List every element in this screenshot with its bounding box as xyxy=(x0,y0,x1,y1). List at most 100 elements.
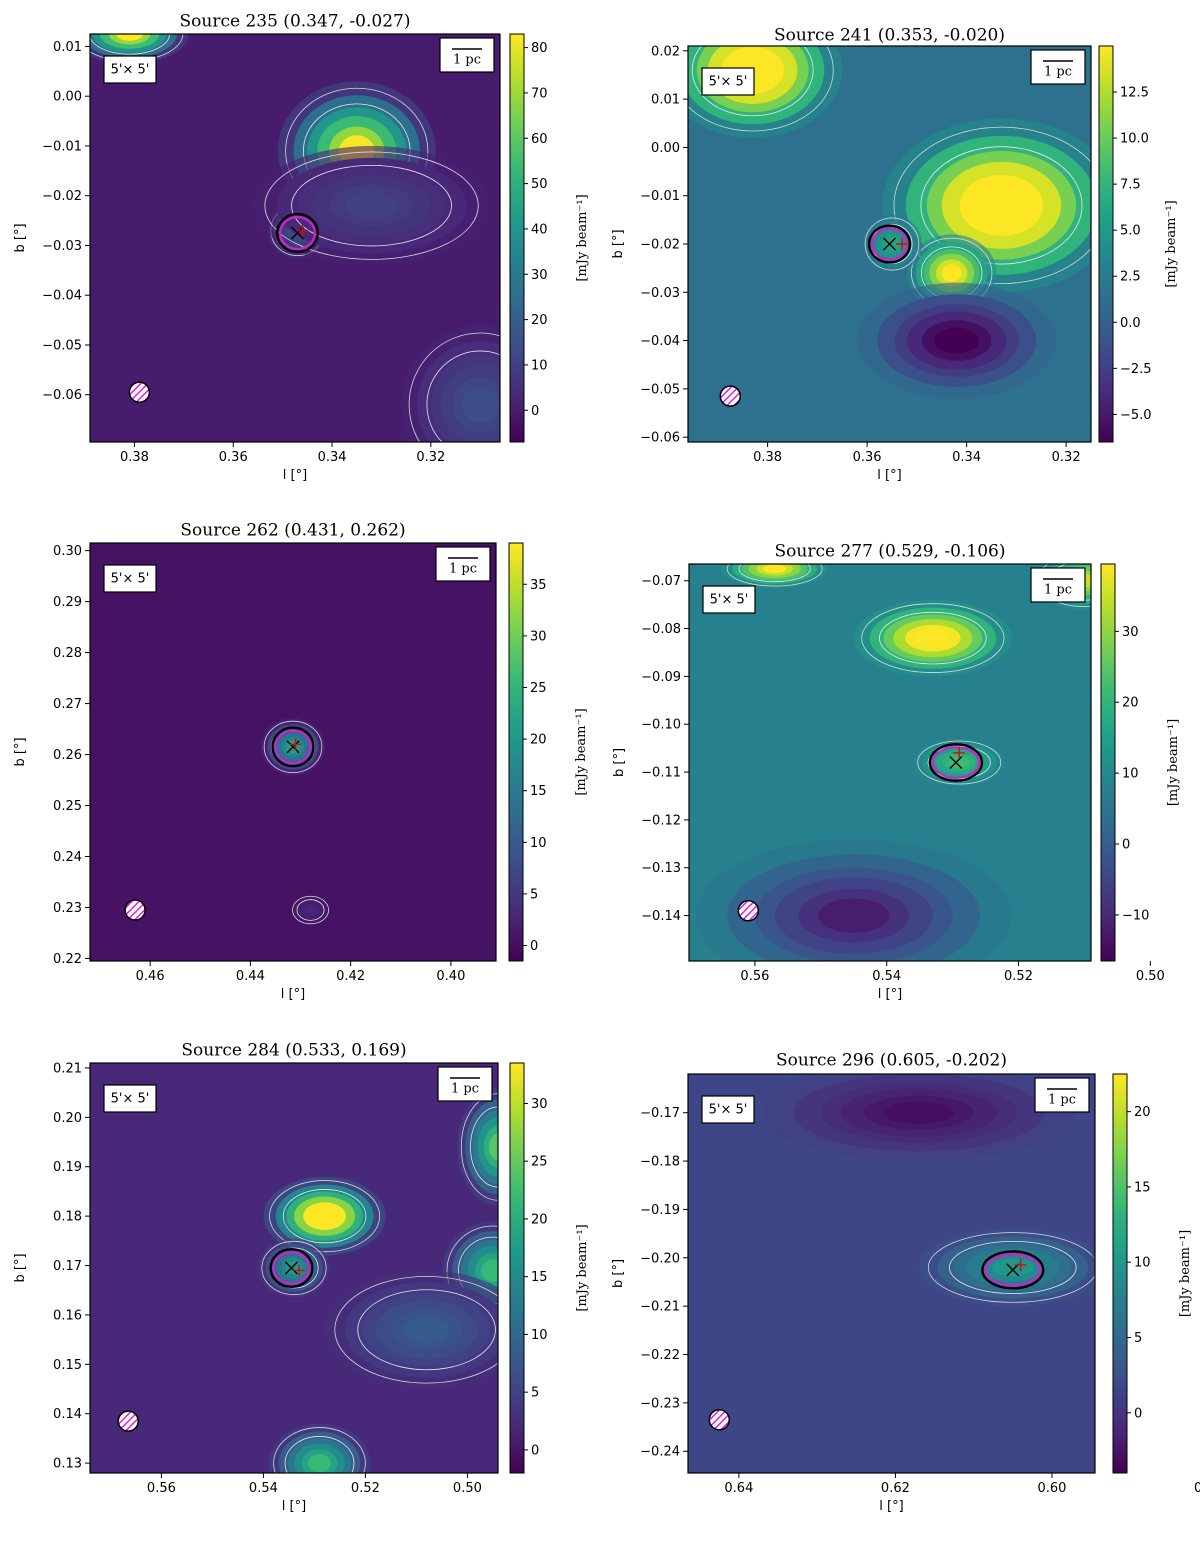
emission-layer xyxy=(260,718,331,926)
contour-line xyxy=(861,603,1005,673)
x-tick-label: 0.38 xyxy=(120,450,149,465)
contour-line xyxy=(726,564,823,587)
contour-line xyxy=(927,1232,1095,1303)
x-tick-label: 0.50 xyxy=(1136,969,1165,984)
axes-frame xyxy=(89,1062,499,1474)
y-tick-label: 0.28 xyxy=(53,646,82,661)
heatmap-panel: Source 296 (0.605, -0.202) 5'× 5' 1 pc 0.64… xyxy=(611,1051,1200,1515)
scalebar-label: 1 pc xyxy=(1044,583,1072,598)
y-tick-label: 0.13 xyxy=(53,1457,82,1472)
y-tick-label: −0.18 xyxy=(640,1155,680,1170)
emission-level xyxy=(306,906,316,914)
colorbar-tick-label: 40 xyxy=(531,222,548,237)
size-label: 5'× 5' xyxy=(709,75,748,90)
y-tick-label: −0.05 xyxy=(42,338,82,353)
colorbar: 0 5 10 15 20 25 30 35 [mJy beam⁻¹] xyxy=(508,542,589,962)
x-tick-label: 0.54 xyxy=(249,1481,278,1496)
colorbar-tick-label: 50 xyxy=(531,177,548,192)
colorbar-tick-label: 2.5 xyxy=(1120,270,1141,285)
emission-level xyxy=(934,327,980,354)
peak-plus-marker xyxy=(1014,1259,1027,1272)
source-x-marker xyxy=(949,756,963,769)
x-axis-label: l [°] xyxy=(282,1499,306,1514)
size-label: 5'× 5' xyxy=(111,572,150,587)
y-tick-label: −0.06 xyxy=(640,431,680,446)
emission-level xyxy=(885,237,899,251)
emission-blob xyxy=(401,325,500,442)
panel-title: Source 235 (0.347, -0.027) xyxy=(180,12,411,32)
source-outline-outer xyxy=(269,1247,314,1289)
emission-level xyxy=(991,1258,1034,1277)
size-label: 5'× 5' xyxy=(710,593,749,608)
x-tick-label: 0.56 xyxy=(147,1481,176,1496)
colorbar-tick-label: 0 xyxy=(1134,1406,1142,1421)
y-tick-label: −0.23 xyxy=(640,1396,680,1411)
source-outline xyxy=(272,1251,311,1285)
y-tick-label: −0.01 xyxy=(640,189,680,204)
panel-title: Source 296 (0.605, -0.202) xyxy=(776,1051,1007,1071)
colorbar-tick-label: 0 xyxy=(530,939,538,954)
scalebar-frame xyxy=(435,546,491,582)
y-tick-label: 0.01 xyxy=(651,93,680,108)
scalebar-label: 1 pc xyxy=(449,562,477,577)
x-tick-label: 0.54 xyxy=(872,969,901,984)
emission-level xyxy=(308,1454,331,1473)
y-tick-label: −0.05 xyxy=(640,382,680,397)
source-outline xyxy=(984,1253,1042,1287)
emission-blob xyxy=(762,1074,1076,1162)
source-outline xyxy=(274,729,312,765)
x-tick-label: 0.32 xyxy=(1052,450,1081,465)
panel-title: Source 262 (0.431, 0.262) xyxy=(180,521,405,541)
contour-line xyxy=(408,332,500,442)
beam-circle-icon xyxy=(719,385,742,407)
colorbar-tick-label: 70 xyxy=(531,86,548,101)
x-axis-label: l [°] xyxy=(879,1499,903,1514)
y-axis-label: b [°] xyxy=(13,223,28,252)
x-tick-label: 0.44 xyxy=(236,969,265,984)
y-tick-label: −0.04 xyxy=(42,289,82,304)
emission-blob xyxy=(263,1176,386,1256)
colorbar: −5.0 −2.5 0.0 2.5 5.0 7.5 10.0 12.5 [mJy beam⁻¹] xyxy=(1098,45,1179,443)
y-axis-label: b [°] xyxy=(612,748,627,777)
colorbar: 0 5 10 15 20 25 30 [mJy beam⁻¹] xyxy=(509,1062,590,1474)
peak-plus-marker xyxy=(953,746,966,759)
scalebar-box: 1 pc xyxy=(1034,1077,1090,1113)
y-tick-label: 0.00 xyxy=(53,90,82,105)
emission-level xyxy=(310,1207,339,1226)
emission-level xyxy=(462,386,499,423)
source-x-marker xyxy=(883,237,896,251)
emission-blob xyxy=(268,1423,371,1473)
y-axis-label: b [°] xyxy=(611,229,626,258)
emission-blob xyxy=(695,839,1012,961)
heatmap-panel: Source 284 (0.533, 0.169) 5'× 5' 1 pc 0.56 0… xyxy=(13,1041,590,1515)
size-label-frame xyxy=(702,585,756,614)
contour-line xyxy=(949,1240,1077,1294)
emission-level xyxy=(1091,1231,1095,1265)
beam-circle-icon xyxy=(708,1409,731,1431)
y-tick-label: −0.20 xyxy=(640,1251,680,1266)
colorbar-tick-label: 10 xyxy=(1122,767,1139,782)
y-tick-label: −0.06 xyxy=(42,388,82,403)
source-x-marker xyxy=(1006,1263,1020,1277)
colorbar-tick-label: 30 xyxy=(530,629,547,644)
y-tick-label: 0.15 xyxy=(53,1358,82,1373)
colorbar-gradient xyxy=(508,542,524,962)
colorbar-gradient xyxy=(1100,563,1116,962)
x-axis-label: l [°] xyxy=(283,468,307,483)
emission-blob xyxy=(457,1087,498,1207)
x-tick-label: 0.42 xyxy=(336,969,365,984)
y-tick-label: −0.12 xyxy=(641,813,681,828)
colorbar-tick-label: 0.0 xyxy=(1120,316,1141,331)
x-axis-label: l [°] xyxy=(281,987,305,1002)
emission-level xyxy=(1122,1224,1185,1272)
scalebar-box: 1 pc xyxy=(439,37,495,73)
source-x-marker xyxy=(290,226,304,240)
scalebar-box: 1 pc xyxy=(1030,567,1086,603)
y-tick-label: −0.02 xyxy=(42,189,82,204)
colorbar-tick-label: 20 xyxy=(531,1212,548,1227)
contour-line xyxy=(460,1093,498,1201)
beam-circle-icon xyxy=(128,381,151,403)
emission-layer xyxy=(762,1074,1185,1307)
panel-title: Source 277 (0.529, -0.106) xyxy=(775,542,1006,562)
colorbar-tick-label: −2.5 xyxy=(1120,362,1152,377)
